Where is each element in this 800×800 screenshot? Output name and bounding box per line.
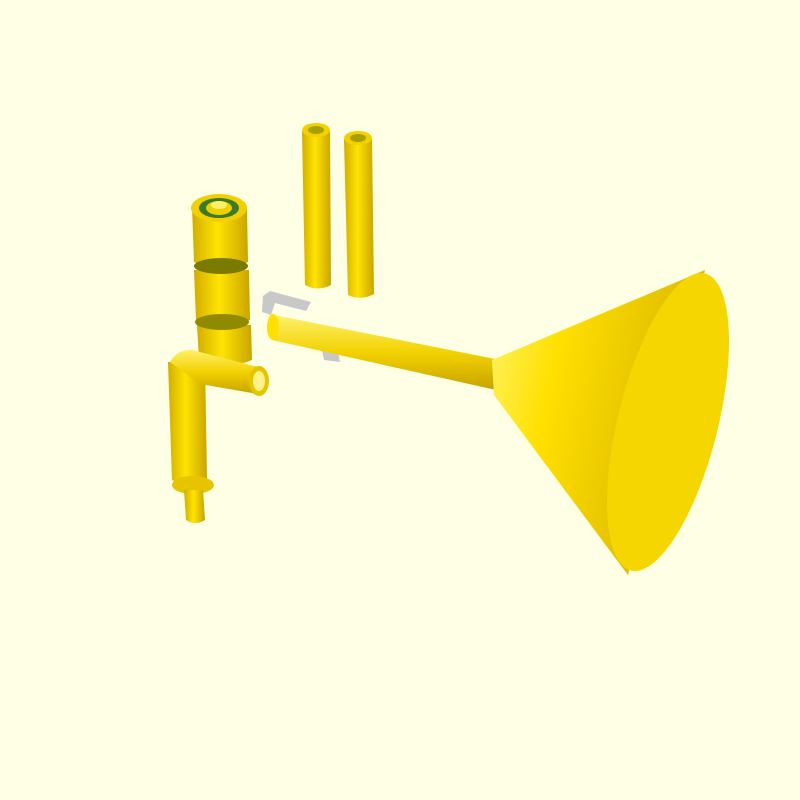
bent-elbow-tube[interactable]: [168, 349, 269, 523]
straight-tube-right[interactable]: [344, 131, 374, 298]
stacked-cylinder-assembly[interactable]: [191, 194, 252, 366]
straight-tube-left[interactable]: [302, 123, 331, 289]
horn-cone[interactable]: [492, 261, 754, 582]
horn-tube[interactable]: [267, 314, 500, 390]
